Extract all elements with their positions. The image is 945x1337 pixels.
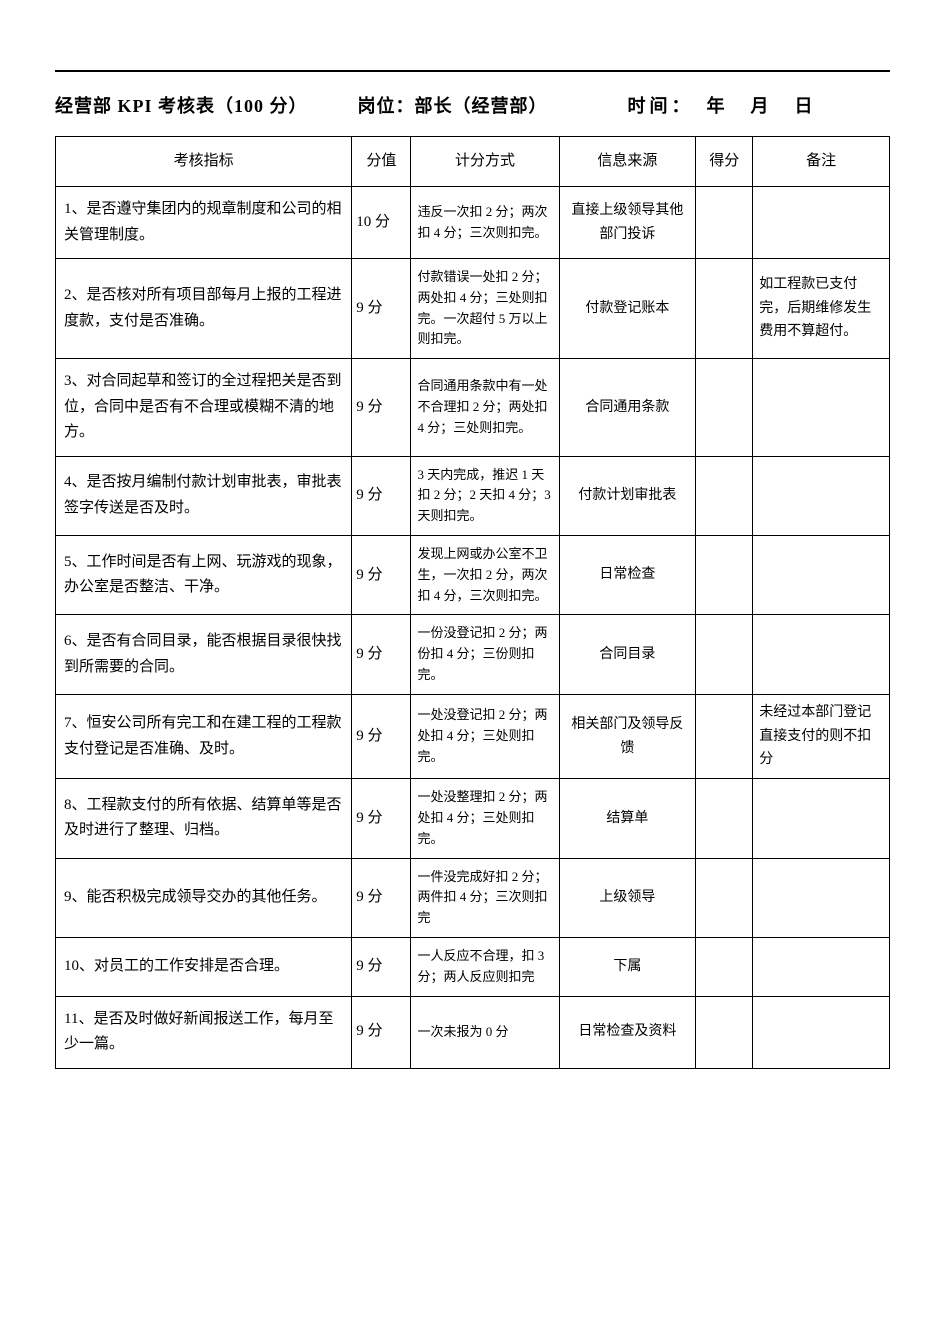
- cell-source: 上级领导: [559, 858, 696, 937]
- cell-indicator: 2、是否核对所有项目部每月上报的工程进度款，支付是否准确。: [56, 259, 352, 359]
- cell-source: 日常检查: [559, 536, 696, 615]
- cell-got: [696, 779, 753, 858]
- cell-method: 付款错误一处扣 2 分；两处扣 4 分；三处则扣完。一次超付 5 万以上则扣完。: [411, 259, 559, 359]
- cell-note: [753, 536, 890, 615]
- doc-position: 岗位：部长（经营部）: [358, 92, 548, 118]
- cell-source: 下属: [559, 938, 696, 997]
- cell-got: [696, 694, 753, 778]
- cell-source: 结算单: [559, 779, 696, 858]
- cell-note: [753, 938, 890, 997]
- top-divider: [55, 70, 890, 72]
- cell-got: [696, 259, 753, 359]
- cell-note: [753, 187, 890, 259]
- cell-source: 相关部门及领导反馈: [559, 694, 696, 778]
- cell-note: [753, 858, 890, 937]
- cell-indicator: 11、是否及时做好新闻报送工作，每月至少一篇。: [56, 996, 352, 1068]
- table-row: 2、是否核对所有项目部每月上报的工程进度款，支付是否准确。 9 分 付款错误一处…: [56, 259, 890, 359]
- cell-indicator: 6、是否有合同目录，能否根据目录很快找到所需要的合同。: [56, 615, 352, 694]
- col-header-got: 得分: [696, 137, 753, 187]
- doc-title: 经营部 KPI 考核表（100 分）: [55, 92, 308, 118]
- cell-indicator: 8、工程款支付的所有依据、结算单等是否及时进行了整理、归档。: [56, 779, 352, 858]
- table-row: 11、是否及时做好新闻报送工作，每月至少一篇。 9 分 一次未报为 0 分 日常…: [56, 996, 890, 1068]
- kpi-table: 考核指标 分值 计分方式 信息来源 得分 备注 1、是否遵守集团内的规章制度和公…: [55, 136, 890, 1069]
- cell-got: [696, 996, 753, 1068]
- cell-note: 如工程款已支付完，后期维修发生费用不算超付。: [753, 259, 890, 359]
- cell-score: 10 分: [352, 187, 411, 259]
- col-header-source: 信息来源: [559, 137, 696, 187]
- cell-note: [753, 615, 890, 694]
- cell-indicator: 7、恒安公司所有完工和在建工程的工程款支付登记是否准确、及时。: [56, 694, 352, 778]
- cell-got: [696, 938, 753, 997]
- cell-method: 3 天内完成，推迟 1 天扣 2 分；2 天扣 4 分；3 天则扣完。: [411, 456, 559, 535]
- cell-method: 发现上网或办公室不卫生，一次扣 2 分，两次扣 4 分，三次则扣完。: [411, 536, 559, 615]
- cell-indicator: 1、是否遵守集团内的规章制度和公司的相关管理制度。: [56, 187, 352, 259]
- cell-score: 9 分: [352, 996, 411, 1068]
- cell-got: [696, 456, 753, 535]
- cell-indicator: 10、对员工的工作安排是否合理。: [56, 938, 352, 997]
- cell-source: 合同通用条款: [559, 359, 696, 457]
- cell-method: 一件没完成好扣 2 分；两件扣 4 分；三次则扣完: [411, 858, 559, 937]
- table-row: 10、对员工的工作安排是否合理。 9 分 一人反应不合理，扣 3 分；两人反应则…: [56, 938, 890, 997]
- cell-note: [753, 456, 890, 535]
- cell-score: 9 分: [352, 259, 411, 359]
- cell-score: 9 分: [352, 536, 411, 615]
- col-header-method: 计分方式: [411, 137, 559, 187]
- cell-got: [696, 858, 753, 937]
- cell-score: 9 分: [352, 359, 411, 457]
- cell-method: 合同通用条款中有一处不合理扣 2 分；两处扣 4 分；三处则扣完。: [411, 359, 559, 457]
- cell-source: 日常检查及资料: [559, 996, 696, 1068]
- cell-score: 9 分: [352, 779, 411, 858]
- cell-score: 9 分: [352, 938, 411, 997]
- table-body: 1、是否遵守集团内的规章制度和公司的相关管理制度。 10 分 违反一次扣 2 分…: [56, 187, 890, 1069]
- table-row: 7、恒安公司所有完工和在建工程的工程款支付登记是否准确、及时。 9 分 一处没登…: [56, 694, 890, 778]
- cell-score: 9 分: [352, 694, 411, 778]
- cell-score: 9 分: [352, 615, 411, 694]
- cell-note: [753, 779, 890, 858]
- cell-source: 付款登记账本: [559, 259, 696, 359]
- col-header-score: 分值: [352, 137, 411, 187]
- cell-note: [753, 996, 890, 1068]
- cell-source: 直接上级领导其他部门投诉: [559, 187, 696, 259]
- cell-method: 违反一次扣 2 分；两次扣 4 分；三次则扣完。: [411, 187, 559, 259]
- doc-datetime: 时间： 年 月 日: [628, 92, 817, 118]
- table-header-row: 考核指标 分值 计分方式 信息来源 得分 备注: [56, 137, 890, 187]
- table-row: 8、工程款支付的所有依据、结算单等是否及时进行了整理、归档。 9 分 一处没整理…: [56, 779, 890, 858]
- cell-method: 一人反应不合理，扣 3 分；两人反应则扣完: [411, 938, 559, 997]
- cell-indicator: 5、工作时间是否有上网、玩游戏的现象，办公室是否整洁、干净。: [56, 536, 352, 615]
- cell-note: 未经过本部门登记直接支付的则不扣分: [753, 694, 890, 778]
- col-header-indicator: 考核指标: [56, 137, 352, 187]
- cell-got: [696, 359, 753, 457]
- table-row: 1、是否遵守集团内的规章制度和公司的相关管理制度。 10 分 违反一次扣 2 分…: [56, 187, 890, 259]
- cell-method: 一处没整理扣 2 分；两处扣 4 分；三处则扣完。: [411, 779, 559, 858]
- col-header-note: 备注: [753, 137, 890, 187]
- cell-method: 一份没登记扣 2 分；两份扣 4 分；三份则扣完。: [411, 615, 559, 694]
- cell-method: 一处没登记扣 2 分；两处扣 4 分；三处则扣完。: [411, 694, 559, 778]
- document-header: 经营部 KPI 考核表（100 分） 岗位：部长（经营部） 时间： 年 月 日: [55, 92, 890, 118]
- cell-score: 9 分: [352, 858, 411, 937]
- cell-indicator: 4、是否按月编制付款计划审批表，审批表签字传送是否及时。: [56, 456, 352, 535]
- cell-source: 付款计划审批表: [559, 456, 696, 535]
- table-row: 3、对合同起草和签订的全过程把关是否到位，合同中是否有不合理或模糊不清的地方。 …: [56, 359, 890, 457]
- table-row: 9、能否积极完成领导交办的其他任务。 9 分 一件没完成好扣 2 分；两件扣 4…: [56, 858, 890, 937]
- cell-indicator: 3、对合同起草和签订的全过程把关是否到位，合同中是否有不合理或模糊不清的地方。: [56, 359, 352, 457]
- table-row: 6、是否有合同目录，能否根据目录很快找到所需要的合同。 9 分 一份没登记扣 2…: [56, 615, 890, 694]
- cell-note: [753, 359, 890, 457]
- cell-got: [696, 187, 753, 259]
- cell-method: 一次未报为 0 分: [411, 996, 559, 1068]
- cell-got: [696, 615, 753, 694]
- table-row: 4、是否按月编制付款计划审批表，审批表签字传送是否及时。 9 分 3 天内完成，…: [56, 456, 890, 535]
- table-row: 5、工作时间是否有上网、玩游戏的现象，办公室是否整洁、干净。 9 分 发现上网或…: [56, 536, 890, 615]
- cell-score: 9 分: [352, 456, 411, 535]
- cell-indicator: 9、能否积极完成领导交办的其他任务。: [56, 858, 352, 937]
- cell-source: 合同目录: [559, 615, 696, 694]
- cell-got: [696, 536, 753, 615]
